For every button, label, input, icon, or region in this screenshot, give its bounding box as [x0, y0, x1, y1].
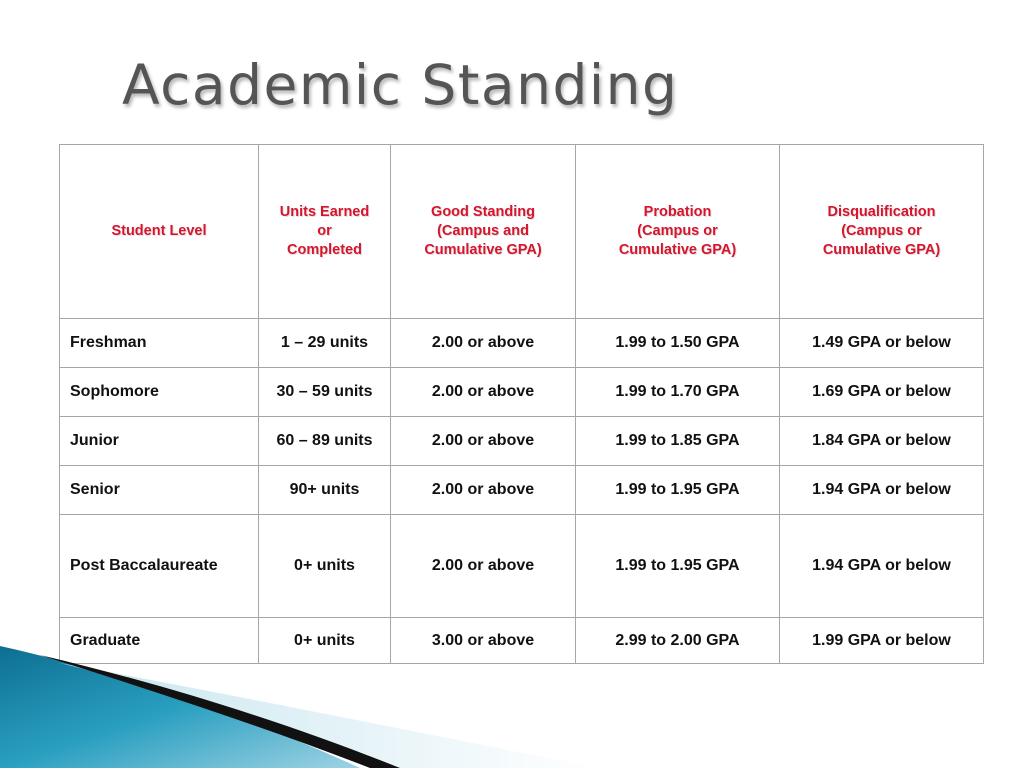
cell-units: 0+ units — [258, 514, 391, 618]
cell-disqualification: 1.84 GPA or below — [779, 416, 984, 466]
table-row-sophomore: Sophomore 30 – 59 units 2.00 or above 1.… — [59, 367, 984, 417]
cell-probation: 1.99 to 1.95 GPA — [575, 465, 780, 515]
cell-units: 1 – 29 units — [258, 318, 391, 368]
slide-title: Academic Standing — [122, 53, 679, 117]
teal-swoosh-shape — [0, 646, 360, 768]
cell-probation: 1.99 to 1.85 GPA — [575, 416, 780, 466]
cell-student-level: Sophomore — [59, 367, 259, 417]
header-probation-line-2: (Campus or — [637, 223, 718, 239]
header-probation-line-1: Probation — [643, 204, 712, 220]
header-disqualification: Disqualification (Campus or Cumulative G… — [779, 144, 984, 319]
header-student-level-line-1: Student Level — [111, 223, 207, 239]
table-row-freshman: Freshman 1 – 29 units 2.00 or above 1.99… — [59, 318, 984, 368]
header-good-standing: Good Standing (Campus and Cumulative GPA… — [390, 144, 576, 319]
header-probation: Probation (Campus or Cumulative GPA) — [575, 144, 780, 319]
header-row: Student Level Units Earned or Completed … — [59, 144, 984, 319]
cell-probation: 2.99 to 2.00 GPA — [575, 617, 780, 664]
cell-units: 0+ units — [258, 617, 391, 664]
cell-disqualification: 1.69 GPA or below — [779, 367, 984, 417]
cell-student-level: Graduate — [59, 617, 259, 664]
cell-units: 90+ units — [258, 465, 391, 515]
cell-student-level: Freshman — [59, 318, 259, 368]
cell-disqualification: 1.94 GPA or below — [779, 514, 984, 618]
cell-probation: 1.99 to 1.70 GPA — [575, 367, 780, 417]
header-good-standing-line-1: Good Standing — [431, 204, 535, 220]
header-units-earned-line-3: Completed — [287, 242, 362, 258]
header-good-standing-line-3: Cumulative GPA) — [424, 242, 542, 258]
cell-good-standing: 2.00 or above — [390, 514, 576, 618]
header-disqualification-line-2: (Campus or — [841, 223, 922, 239]
cell-disqualification: 1.94 GPA or below — [779, 465, 984, 515]
cell-probation: 1.99 to 1.50 GPA — [575, 318, 780, 368]
cell-disqualification: 1.49 GPA or below — [779, 318, 984, 368]
cell-good-standing: 2.00 or above — [390, 318, 576, 368]
header-units-earned-line-2: or — [317, 223, 332, 239]
header-probation-line-3: Cumulative GPA) — [618, 242, 737, 258]
cell-units: 30 – 59 units — [258, 367, 391, 417]
cell-probation: 1.99 to 1.95 GPA — [575, 514, 780, 618]
header-units-earned: Units Earned or Completed — [258, 144, 391, 319]
header-student-level: Student Level — [59, 144, 259, 319]
cell-good-standing: 2.00 or above — [390, 367, 576, 417]
cell-student-level: Post Baccalaureate — [59, 514, 259, 618]
cell-disqualification: 1.99 GPA or below — [779, 617, 984, 664]
table-row-graduate: Graduate 0+ units 3.00 or above 2.99 to … — [59, 617, 984, 664]
cell-good-standing: 2.00 or above — [390, 416, 576, 466]
table-row-junior: Junior 60 – 89 units 2.00 or above 1.99 … — [59, 416, 984, 466]
black-swoosh-stripe — [40, 655, 400, 768]
pale-swoosh-shape — [60, 663, 600, 768]
academic-standing-table-container: Student Level Units Earned or Completed … — [59, 144, 984, 664]
cell-units: 60 – 89 units — [258, 416, 391, 466]
table-row-post-baccalaureate: Post Baccalaureate 0+ units 2.00 or abov… — [59, 514, 984, 618]
header-units-earned-line-1: Units Earned — [279, 204, 370, 220]
cell-good-standing: 2.00 or above — [390, 465, 576, 515]
academic-standing-table: Student Level Units Earned or Completed … — [59, 144, 984, 664]
header-disqualification-line-3: Cumulative GPA) — [822, 242, 941, 258]
table-row-senior: Senior 90+ units 2.00 or above 1.99 to 1… — [59, 465, 984, 515]
cell-student-level: Junior — [59, 416, 259, 466]
decorative-corner-swoosh — [0, 646, 600, 768]
header-disqualification-line-1: Disqualification — [827, 204, 936, 220]
header-good-standing-line-2: (Campus and — [437, 223, 529, 239]
cell-student-level: Senior — [59, 465, 259, 515]
